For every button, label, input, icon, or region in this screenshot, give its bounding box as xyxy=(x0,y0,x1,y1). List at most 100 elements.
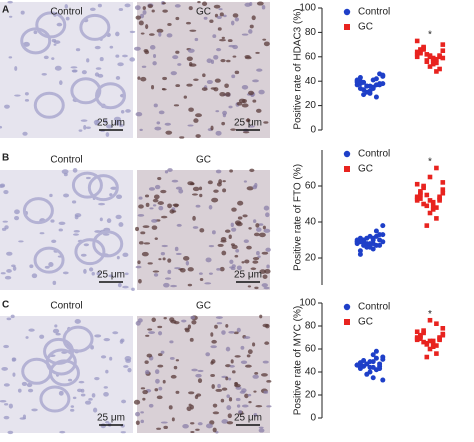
gland xyxy=(20,27,52,55)
legend-marker xyxy=(344,166,350,172)
cell xyxy=(135,265,142,269)
cell xyxy=(156,427,162,430)
cell xyxy=(157,201,164,205)
cell xyxy=(214,324,218,329)
cell xyxy=(230,20,235,26)
cell xyxy=(236,404,241,408)
cell xyxy=(265,212,270,218)
cell xyxy=(261,251,269,255)
cell xyxy=(217,383,221,389)
cell xyxy=(138,241,144,245)
micrograph xyxy=(0,0,136,138)
cell xyxy=(2,220,8,223)
cell xyxy=(142,225,150,228)
point xyxy=(424,203,430,209)
gland xyxy=(39,385,71,413)
point xyxy=(364,89,370,95)
point xyxy=(373,94,379,100)
y-tick-label: 20 xyxy=(305,253,317,264)
cell xyxy=(142,389,148,395)
y-tick-label: 40 xyxy=(305,76,317,87)
legend-marker xyxy=(343,8,351,16)
point xyxy=(427,64,433,69)
cell xyxy=(94,376,100,381)
cell xyxy=(94,230,102,233)
cell xyxy=(73,230,80,233)
cell xyxy=(167,23,172,26)
point xyxy=(434,343,439,348)
cell xyxy=(240,360,248,364)
cell xyxy=(245,364,252,368)
cell xyxy=(1,366,8,371)
cell xyxy=(263,121,269,124)
cell xyxy=(105,420,110,424)
cell xyxy=(137,213,145,217)
micrograph xyxy=(0,314,133,435)
cell xyxy=(152,204,157,207)
cell xyxy=(149,33,155,36)
point xyxy=(373,228,379,234)
cell xyxy=(252,260,259,264)
cell xyxy=(179,136,185,139)
cell xyxy=(219,91,226,97)
cell xyxy=(0,184,5,188)
cell xyxy=(71,69,78,73)
cell xyxy=(144,360,149,364)
y-axis-label: Positive rate of HDAC3 (%) xyxy=(293,8,304,129)
cell xyxy=(199,193,203,198)
cell xyxy=(236,327,241,333)
cell xyxy=(162,2,166,5)
cell xyxy=(199,228,205,233)
cell xyxy=(152,270,160,273)
cell xyxy=(183,95,187,99)
cell xyxy=(24,92,29,96)
point xyxy=(427,210,433,216)
cell xyxy=(216,48,222,52)
cell xyxy=(209,19,214,23)
cell xyxy=(121,399,127,404)
cell xyxy=(225,323,229,328)
cell xyxy=(99,56,104,62)
cell xyxy=(92,407,98,413)
cell xyxy=(14,209,20,215)
cell xyxy=(248,125,255,128)
point xyxy=(364,371,370,377)
cell xyxy=(26,382,33,388)
cell xyxy=(201,1,208,7)
cell xyxy=(262,38,267,41)
cell xyxy=(4,104,10,109)
cell xyxy=(212,427,217,433)
cell xyxy=(140,32,145,35)
cell xyxy=(6,251,13,256)
point xyxy=(427,54,433,60)
cell xyxy=(113,116,121,122)
cell xyxy=(205,423,213,429)
legend-label: GC xyxy=(358,317,373,328)
cell xyxy=(125,358,132,363)
point xyxy=(440,190,446,196)
cell xyxy=(103,386,108,389)
cell xyxy=(185,21,191,25)
cell xyxy=(241,103,249,108)
image-bg xyxy=(0,2,133,138)
cell xyxy=(109,193,113,197)
cell xyxy=(249,168,255,173)
cell xyxy=(241,388,247,393)
cell xyxy=(190,315,195,320)
cell xyxy=(70,408,75,412)
point xyxy=(434,216,439,221)
cell xyxy=(243,180,247,183)
cell xyxy=(226,59,231,63)
cell xyxy=(193,78,199,81)
cell xyxy=(53,43,57,46)
legend-label: GC xyxy=(358,22,373,33)
cell xyxy=(20,10,25,15)
point xyxy=(421,201,426,207)
cell xyxy=(167,269,172,275)
cell xyxy=(254,372,259,375)
cell xyxy=(253,412,258,417)
cell xyxy=(112,331,119,335)
cell xyxy=(252,342,256,347)
cell xyxy=(154,388,159,392)
cell xyxy=(169,317,175,322)
